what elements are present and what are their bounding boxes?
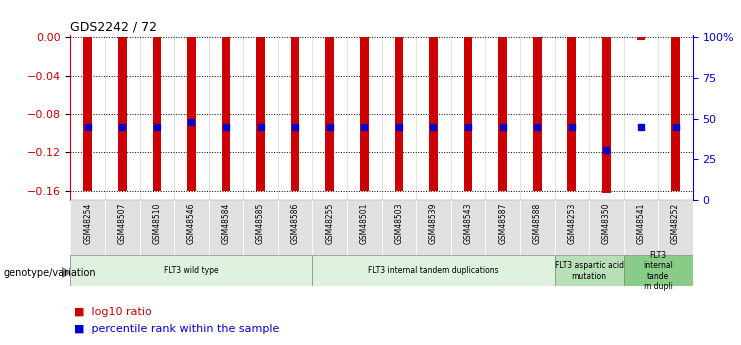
Bar [187, 37, 196, 190]
FancyBboxPatch shape [313, 255, 554, 286]
FancyBboxPatch shape [209, 200, 243, 255]
FancyBboxPatch shape [243, 200, 278, 255]
Bar [222, 37, 230, 190]
Text: GSM48585: GSM48585 [256, 203, 265, 244]
FancyBboxPatch shape [347, 200, 382, 255]
Text: GSM48586: GSM48586 [290, 203, 299, 244]
Text: FLT3
internal
tande
m dupli: FLT3 internal tande m dupli [643, 251, 673, 291]
Point [289, 125, 301, 130]
Point [151, 125, 163, 130]
Point [82, 125, 93, 130]
Text: GSM48546: GSM48546 [187, 203, 196, 244]
Point [220, 125, 232, 130]
FancyBboxPatch shape [658, 200, 693, 255]
FancyBboxPatch shape [554, 255, 624, 286]
Text: ■  log10 ratio: ■ log10 ratio [74, 307, 152, 317]
Bar [671, 37, 680, 190]
Text: GSM48252: GSM48252 [671, 203, 680, 244]
Bar [602, 37, 611, 194]
FancyBboxPatch shape [382, 200, 416, 255]
FancyBboxPatch shape [554, 200, 589, 255]
Bar [153, 37, 161, 190]
FancyBboxPatch shape [520, 200, 554, 255]
Point [428, 125, 439, 130]
FancyBboxPatch shape [313, 200, 347, 255]
FancyBboxPatch shape [70, 200, 105, 255]
Point [393, 125, 405, 130]
Point [185, 119, 197, 125]
Text: GSM48541: GSM48541 [637, 203, 645, 244]
FancyBboxPatch shape [485, 200, 520, 255]
Text: GSM48543: GSM48543 [464, 203, 473, 244]
Bar [637, 37, 645, 40]
FancyBboxPatch shape [624, 255, 693, 286]
FancyBboxPatch shape [451, 200, 485, 255]
Point [566, 125, 578, 130]
Text: GDS2242 / 72: GDS2242 / 72 [70, 20, 157, 33]
Bar [464, 37, 473, 190]
Polygon shape [62, 267, 70, 278]
Text: FLT3 wild type: FLT3 wild type [164, 266, 219, 275]
FancyBboxPatch shape [416, 200, 451, 255]
Point [670, 125, 682, 130]
Bar [429, 37, 438, 190]
Text: GSM48539: GSM48539 [429, 203, 438, 244]
FancyBboxPatch shape [174, 200, 209, 255]
Text: GSM48501: GSM48501 [360, 203, 369, 244]
Text: GSM48350: GSM48350 [602, 203, 611, 244]
Text: GSM48503: GSM48503 [394, 203, 403, 244]
Text: GSM48254: GSM48254 [83, 203, 92, 244]
FancyBboxPatch shape [139, 200, 174, 255]
Point [359, 125, 370, 130]
Point [255, 125, 267, 130]
Text: GSM48587: GSM48587 [498, 203, 507, 244]
Text: GSM48255: GSM48255 [325, 203, 334, 244]
FancyBboxPatch shape [589, 200, 624, 255]
Point [116, 125, 128, 130]
FancyBboxPatch shape [105, 200, 139, 255]
Text: FLT3 internal tandem duplications: FLT3 internal tandem duplications [368, 266, 499, 275]
Point [600, 148, 612, 153]
Bar [290, 37, 299, 190]
Bar [83, 37, 92, 190]
Bar [256, 37, 265, 190]
Text: GSM48253: GSM48253 [568, 203, 576, 244]
Text: FLT3 aspartic acid
mutation: FLT3 aspartic acid mutation [554, 261, 624, 280]
Point [462, 125, 474, 130]
Text: GSM48507: GSM48507 [118, 203, 127, 244]
Text: GSM48588: GSM48588 [533, 203, 542, 244]
Text: GSM48510: GSM48510 [153, 203, 162, 244]
Bar [498, 37, 507, 190]
Bar [325, 37, 334, 190]
Point [496, 125, 508, 130]
Point [531, 125, 543, 130]
Text: genotype/variation: genotype/variation [4, 268, 96, 277]
Text: GSM48584: GSM48584 [222, 203, 230, 244]
Bar [533, 37, 542, 190]
Bar [118, 37, 127, 190]
FancyBboxPatch shape [624, 200, 658, 255]
Bar [568, 37, 576, 190]
Point [635, 125, 647, 130]
FancyBboxPatch shape [278, 200, 313, 255]
Text: ■  percentile rank within the sample: ■ percentile rank within the sample [74, 325, 279, 334]
FancyBboxPatch shape [70, 255, 313, 286]
Point [324, 125, 336, 130]
Bar [394, 37, 403, 190]
Bar [360, 37, 368, 190]
